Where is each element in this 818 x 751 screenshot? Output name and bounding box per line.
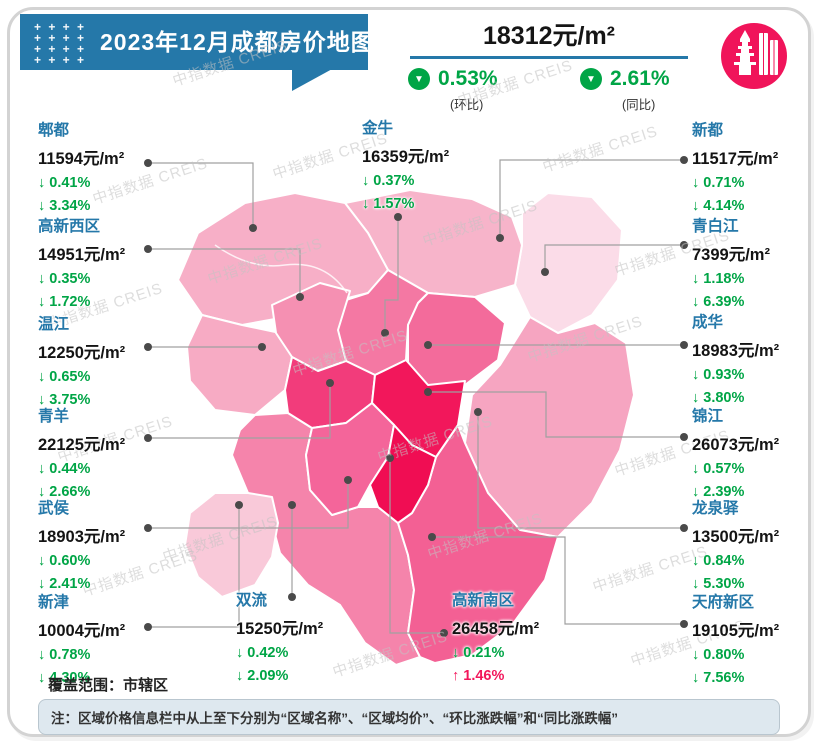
region-label-longquanyi: 龙泉驿 13500元/m² ↓ 0.84% ↓ 5.30% [692, 496, 818, 599]
region-price: 14951元/m² [38, 246, 126, 264]
region-mom-pct: ↓ 0.84% [692, 553, 745, 569]
region-price: 12250元/m² [38, 344, 126, 362]
region-yoy-pct: ↓ 7.56% [692, 670, 745, 686]
map-region-xinjin [184, 492, 279, 598]
region-label-xinjin: 新津 10004元/m² ↓ 0.78% ↓ 4.30% [38, 590, 168, 693]
region-yoy-pct: ↓ 5.30% [692, 576, 745, 592]
region-yoy-pct: ↓ 6.39% [692, 294, 745, 310]
region-yoy-pct: ↓ 4.14% [692, 198, 745, 214]
region-price: 19105元/m² [692, 622, 780, 640]
region-label-xindu: 新都 11517元/m² ↓ 0.71% ↓ 4.14% [692, 118, 818, 221]
map-region-qingbaijiang [514, 192, 623, 334]
region-label-chenghua: 成华 18983元/m² ↓ 0.93% ↓ 3.80% [692, 310, 818, 413]
region-yoy-pct: ↓ 2.41% [38, 576, 91, 592]
region-mom-pct: ↓ 1.18% [692, 271, 745, 287]
chengdu-district-map [177, 189, 635, 665]
region-yoy-pct: ↑ 1.46% [452, 668, 505, 684]
region-name: 武侯 [38, 500, 70, 517]
region-mom-pct: ↓ 0.78% [38, 647, 91, 663]
region-mom-pct: ↓ 0.41% [38, 175, 91, 191]
region-yoy-pct: ↓ 2.66% [38, 484, 91, 500]
region-mom-pct: ↓ 0.35% [38, 271, 91, 287]
region-label-qingbaijiang: 青白江 7399元/m² ↓ 1.18% ↓ 6.39% [692, 214, 818, 317]
region-yoy-pct: ↓ 1.72% [38, 294, 91, 310]
region-label-tianfuxinqu: 天府新区 19105元/m² ↓ 0.80% ↓ 7.56% [692, 590, 818, 693]
region-name: 郫都 [38, 122, 70, 139]
region-label-shuangliu: 双流 15250元/m² ↓ 0.42% ↓ 2.09% [236, 588, 366, 691]
region-label-gaoxinxiqu: 高新西区 14951元/m² ↓ 0.35% ↓ 1.72% [38, 214, 168, 317]
region-mom-pct: ↓ 0.65% [38, 369, 91, 385]
region-price: 10004元/m² [38, 622, 126, 640]
region-mom-pct: ↓ 0.37% [362, 173, 415, 189]
region-name: 新都 [692, 122, 724, 139]
yoy-value: 2.61% [610, 67, 670, 90]
region-mom-pct: ↓ 0.71% [692, 175, 745, 191]
mom-value: 0.53% [438, 67, 498, 90]
region-price: 18903元/m² [38, 528, 126, 546]
page-frame [7, 7, 811, 737]
region-price: 26073元/m² [692, 436, 780, 454]
region-price: 18983元/m² [692, 342, 780, 360]
region-yoy-pct: ↓ 2.39% [692, 484, 745, 500]
region-label-pidu: 郫都 11594元/m² ↓ 0.41% ↓ 3.34% [38, 118, 168, 221]
region-name: 高新西区 [38, 218, 101, 235]
region-yoy-pct: ↓ 2.09% [236, 668, 289, 684]
region-name: 天府新区 [692, 594, 755, 611]
region-name: 青白江 [692, 218, 739, 235]
region-price: 11594元/m² [38, 150, 125, 168]
region-name: 金牛 [362, 120, 394, 137]
coverage-note: 覆盖范围：市辖区 [48, 677, 169, 694]
banner-tail-decoration [292, 68, 334, 91]
plus-pattern-decoration: + + + + + + + + + + + + + + + + [34, 20, 87, 67]
yoy-label: (同比) [622, 98, 656, 112]
region-mom-pct: ↓ 0.80% [692, 647, 745, 663]
region-price: 13500元/m² [692, 528, 780, 546]
down-arrow-circle-icon: ▼ [408, 68, 430, 90]
mom-label: (环比) [450, 98, 484, 112]
city-average-price: 18312元/m² [482, 22, 616, 50]
region-price: 15250元/m² [236, 620, 324, 638]
region-name: 新津 [38, 594, 70, 611]
region-price: 26458元/m² [452, 620, 540, 638]
region-mom-pct: ↓ 0.57% [692, 461, 745, 477]
region-yoy-pct: ↓ 4.30% [38, 670, 91, 686]
region-mom-pct: ↓ 0.93% [692, 367, 745, 383]
header-divider [410, 56, 688, 59]
title-banner: + + + + + + + + + + + + + + + + 2023年12月… [20, 14, 374, 70]
region-yoy-pct: ↓ 3.75% [38, 392, 91, 408]
yoy-stat: ▼ 2.61% (同比) [580, 67, 670, 113]
down-arrow-circle-icon: ▼ [580, 68, 602, 90]
region-yoy-pct: ↓ 3.34% [38, 198, 91, 214]
region-label-gaoxinnanqu: 高新南区 26458元/m² ↓ 0.21% ↑ 1.46% [452, 588, 582, 691]
region-name: 双流 [236, 592, 268, 609]
region-label-jinjiang: 锦江 26073元/m² ↓ 0.57% ↓ 2.39% [692, 404, 818, 507]
region-mom-pct: ↓ 0.44% [38, 461, 91, 477]
region-name: 青羊 [38, 408, 70, 425]
creis-pagoda-logo-icon [721, 23, 787, 89]
region-name: 龙泉驿 [692, 500, 739, 517]
legend-note: 注：区域价格信息栏中从上至下分别为“区域名称”、“区域均价”、“环比涨跌幅”和“… [38, 699, 780, 735]
region-mom-pct: ↓ 0.42% [236, 645, 289, 661]
region-price: 7399元/m² [692, 246, 770, 264]
region-price: 22125元/m² [38, 436, 126, 454]
region-name: 高新南区 [452, 592, 515, 609]
region-yoy-pct: ↓ 3.80% [692, 390, 745, 406]
region-mom-pct: ↓ 0.60% [38, 553, 91, 569]
region-name: 锦江 [692, 408, 724, 425]
region-label-wenjiang: 温江 12250元/m² ↓ 0.65% ↓ 3.75% [38, 312, 168, 415]
region-mom-pct: ↓ 0.21% [452, 645, 505, 661]
region-label-wuhou: 武侯 18903元/m² ↓ 0.60% ↓ 2.41% [38, 496, 168, 599]
region-price: 11517元/m² [692, 150, 779, 168]
region-name: 温江 [38, 316, 70, 333]
region-label-qingyang: 青羊 22125元/m² ↓ 0.44% ↓ 2.66% [38, 404, 168, 507]
mom-stat: ▼ 0.53% (环比) [408, 67, 498, 113]
region-label-jinniu: 金牛 16359元/m² ↓ 0.37% ↓ 1.57% [362, 116, 492, 219]
page-title: 2023年12月成都房价地图 [100, 29, 375, 55]
region-name: 成华 [692, 314, 724, 331]
region-yoy-pct: ↓ 1.57% [362, 196, 415, 212]
region-price: 16359元/m² [362, 148, 450, 166]
